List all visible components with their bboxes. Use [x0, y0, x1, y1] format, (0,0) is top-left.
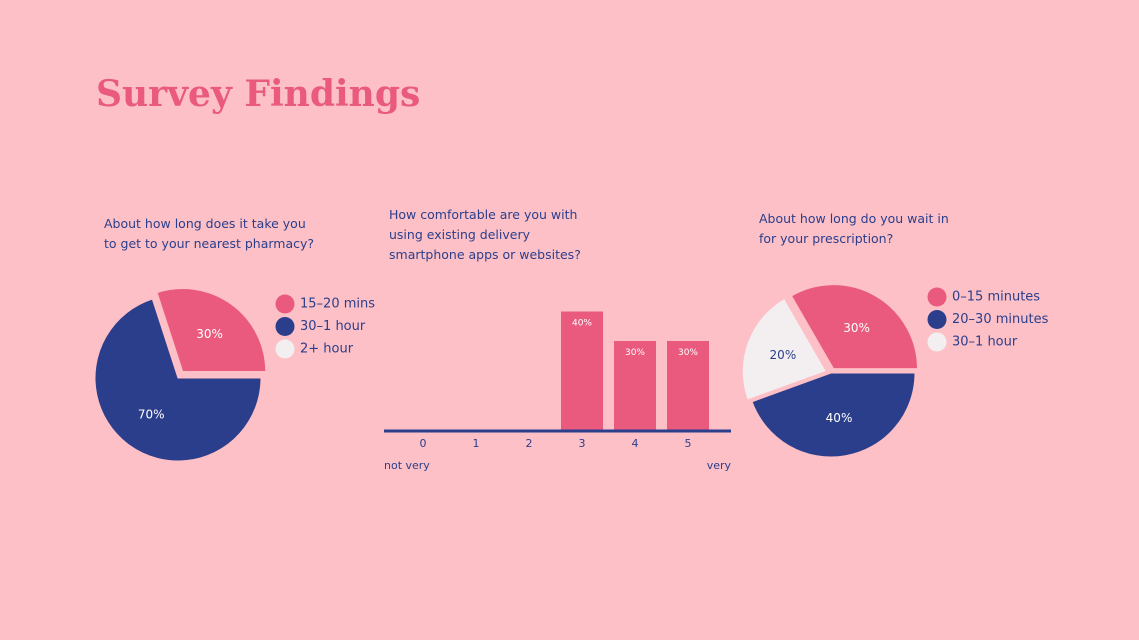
- value-label: 40%: [826, 411, 853, 425]
- value-label: 20%: [770, 348, 797, 362]
- page-title: Survey Findings: [96, 73, 420, 115]
- chart-question: About how long does it take you to get to…: [104, 216, 314, 251]
- value-label: 70%: [138, 407, 165, 421]
- bar: [614, 341, 656, 430]
- x-tick-label: 0: [420, 437, 427, 450]
- chart-question: About how long do you wait in for your pr…: [759, 211, 949, 246]
- legend-label: 15–20 mins: [300, 297, 375, 312]
- legend-label: 20–30 minutes: [952, 312, 1049, 327]
- x-tick-label: 1: [473, 437, 480, 450]
- legend-swatch: [927, 287, 947, 307]
- bar: [561, 311, 603, 430]
- x-tick-label: 3: [579, 437, 586, 450]
- legend-label: 30–1 hour: [300, 319, 366, 334]
- legend-swatch: [275, 317, 295, 336]
- value-label: 30%: [678, 348, 698, 358]
- pie-slice: [94, 298, 262, 462]
- legend-swatch: [927, 332, 947, 352]
- legend-label: 30–1 hour: [952, 335, 1018, 350]
- pie-slice: [751, 372, 916, 458]
- legend-swatch: [927, 310, 947, 329]
- x-tick-label: 2: [526, 437, 533, 450]
- legend-swatch: [275, 339, 295, 359]
- bar: [667, 341, 709, 430]
- legend-label: 2+ hour: [300, 342, 354, 357]
- legend-label: 0–15 minutes: [952, 290, 1040, 305]
- pie-slice: [790, 284, 919, 370]
- value-label: 40%: [572, 319, 592, 329]
- chart-question: How comfortable are you with using existi…: [389, 207, 581, 262]
- x-tick-label: 4: [632, 437, 639, 450]
- x-tick-label: 5: [685, 437, 692, 450]
- pie-slice: [741, 297, 828, 401]
- axis-annotation: very: [707, 459, 732, 472]
- pie-slice: [156, 288, 267, 373]
- axis-annotation: not very: [384, 459, 430, 472]
- value-label: 30%: [625, 348, 645, 358]
- value-label: 30%: [196, 327, 223, 341]
- value-label: 30%: [843, 321, 870, 335]
- legend-swatch: [275, 294, 295, 314]
